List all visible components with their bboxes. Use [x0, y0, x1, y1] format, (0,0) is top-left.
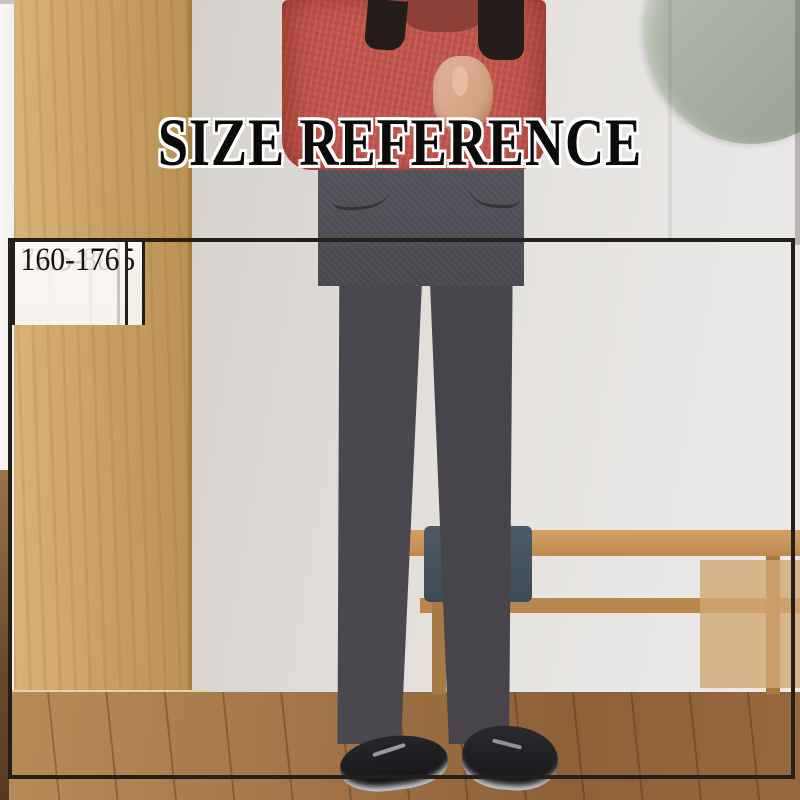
leggings-pocket-left: [332, 176, 390, 210]
model-neck-shadow: [406, 0, 480, 32]
page-title: SIZE REFERENCE: [157, 104, 643, 180]
leggings-pocket-right: [468, 172, 520, 208]
bench-box: [700, 560, 800, 688]
size-table: Size Length 1/2 Waist 1/2 Hips Weight cm…: [8, 238, 795, 779]
wall-seam: [668, 0, 672, 240]
wood-panel: [14, 0, 192, 692]
photo-right-edge: [795, 0, 800, 245]
photo-left-edge: [0, 470, 9, 800]
model-thumb: [452, 66, 468, 96]
value-cell: 160-176: [12, 242, 128, 325]
model-hair-strand: [363, 0, 409, 52]
model-hair-strand: [478, 0, 524, 60]
